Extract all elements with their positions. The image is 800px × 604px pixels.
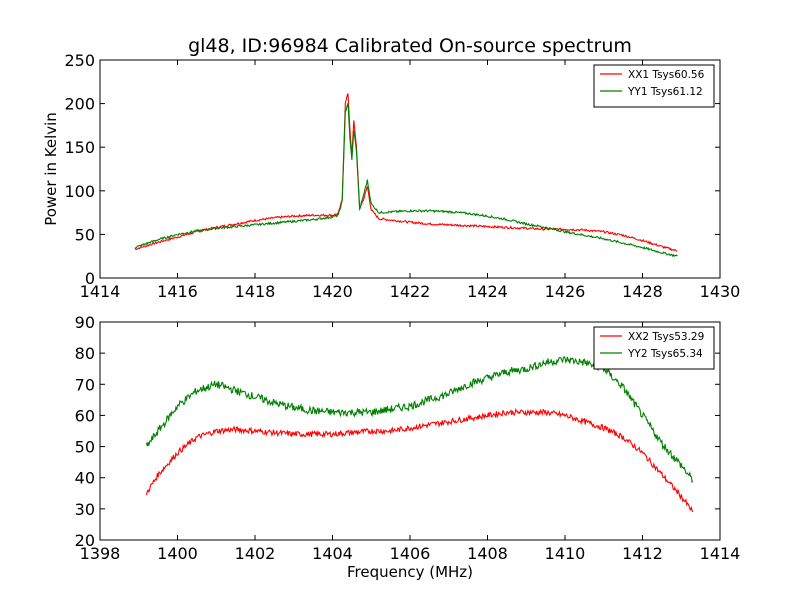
x-tick-label-2-0: 1398 [80,544,121,563]
y-tick-label-2-2: 40 [75,469,95,488]
x-tick-label-2-8: 1414 [700,544,741,563]
x-tick-label-2-7: 1412 [622,544,663,563]
y-tick-label-1-1: 50 [75,225,95,244]
y-tick-label-2-6: 80 [75,344,95,363]
y-axis-title-1: Power in Kelvin [42,112,60,226]
legend-label-2-1: XX2 Tsys53.29 [628,331,704,343]
legend-1: XX1 Tsys60.56 YY1 Tsys61.12 [593,64,715,108]
legend-box-1 [593,64,715,108]
chart-panel-2: 1398 1400 1402 1404 1406 1408 1410 1412 1414 20 30… [75,313,741,581]
x-tick-label-1-6: 1426 [545,282,586,301]
x-tick-label-1-4: 1422 [390,282,431,301]
y-tick-label-1-4: 200 [64,95,95,114]
x-tick-label-2-1: 1400 [157,544,198,563]
x-tick-label-2-4: 1406 [390,544,431,563]
series-line-1-2 [134,102,678,258]
figure-title: gl48, ID:96984 Calibrated On-source spec… [188,35,632,57]
legend-box-2 [593,326,715,370]
x-tick-label-2-3: 1404 [312,544,353,563]
x-tick-label-2-2: 1402 [235,544,276,563]
x-tick-label-1-0: 1414 [80,282,121,301]
x-tick-label-1-7: 1428 [622,282,663,301]
x-tick-label-1-8: 1430 [700,282,741,301]
y-tick-label-2-0: 20 [75,531,95,550]
legend-2: XX2 Tsys53.29 YY2 Tsys65.34 [593,326,715,370]
legend-label-1-1: XX1 Tsys60.56 [628,69,705,81]
chart-panel-1: 1414 1416 1418 1420 1422 1424 1426 1428 1430 0 50 1… [42,51,740,301]
y-tick-label-2-3: 50 [75,438,95,457]
x-axis-title-2: Frequency (MHz) [347,563,473,581]
y-tick-label-1-5: 250 [64,51,95,70]
x-tick-label-1-3: 1420 [312,282,353,301]
y-tick-label-2-7: 90 [75,313,95,332]
y-tick-label-2-1: 30 [75,500,95,519]
y-tick-label-2-4: 60 [75,406,95,425]
x-tick-label-2-5: 1408 [467,544,508,563]
x-tick-label-1-2: 1418 [235,282,276,301]
y-tick-label-1-3: 150 [64,138,95,157]
y-tick-label-1-0: 0 [85,269,95,288]
y-tick-label-1-2: 100 [64,182,95,201]
series-line-2-2 [145,355,694,484]
series-line-2-1 [145,407,694,513]
series-line-1-1 [134,93,678,252]
legend-label-1-2: YY1 Tsys61.12 [627,86,703,98]
legend-label-2-2: YY2 Tsys65.34 [627,348,703,360]
y-tick-label-2-5: 70 [75,375,95,394]
x-tick-label-1-1: 1416 [157,282,198,301]
x-tick-label-2-6: 1410 [545,544,586,563]
x-tick-label-1-5: 1424 [467,282,508,301]
